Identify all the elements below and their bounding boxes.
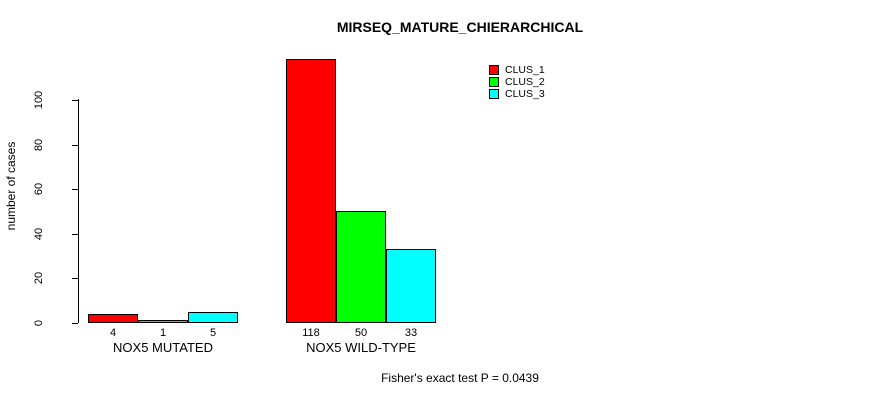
- y-tick-mark: [72, 234, 78, 235]
- legend-label-clus_2: CLUS_2: [505, 76, 545, 88]
- legend-swatch-clus_3: [489, 89, 499, 99]
- y-tick-label: 40: [33, 227, 45, 241]
- bar-value-label: 33: [404, 327, 418, 339]
- y-tick-label: 0: [33, 319, 45, 327]
- legend-swatch-clus_2: [489, 77, 499, 87]
- x-axis-category-label: NOX5 MUTATED: [113, 340, 213, 355]
- y-tick-mark: [72, 278, 78, 279]
- bar-clus_3: [188, 312, 238, 323]
- bar-clus_2: [138, 320, 188, 323]
- bar-clus_2: [336, 211, 386, 323]
- bar-clus_1: [88, 314, 138, 323]
- bar-value-label: 50: [354, 327, 368, 339]
- y-tick-label: 100: [33, 90, 45, 110]
- bar-value-label: 5: [209, 327, 217, 339]
- y-tick-mark: [72, 100, 78, 101]
- bar-value-label: 1: [159, 327, 167, 339]
- y-axis-label: number of cases: [4, 141, 18, 231]
- bar-value-label: 4: [109, 327, 117, 339]
- y-tick-label: 60: [33, 182, 45, 196]
- y-tick-mark: [72, 189, 78, 190]
- bar-clus_1: [286, 59, 336, 323]
- legend-swatch-clus_1: [489, 65, 499, 75]
- y-axis-line: [78, 99, 79, 323]
- annotation-text: Fisher's exact test P = 0.0439: [381, 371, 539, 385]
- legend-label-clus_3: CLUS_3: [505, 88, 545, 100]
- y-tick-mark: [72, 323, 78, 324]
- bar-clus_3: [386, 249, 436, 323]
- y-tick-mark: [72, 145, 78, 146]
- chart-title: MIRSEQ_MATURE_CHIERARCHICAL: [336, 19, 584, 35]
- y-tick-label: 20: [33, 271, 45, 285]
- y-tick-label: 80: [33, 138, 45, 152]
- bar-value-label: 118: [302, 327, 320, 339]
- x-axis-category-label: NOX5 WILD-TYPE: [306, 340, 416, 355]
- legend-label-clus_1: CLUS_1: [505, 64, 545, 76]
